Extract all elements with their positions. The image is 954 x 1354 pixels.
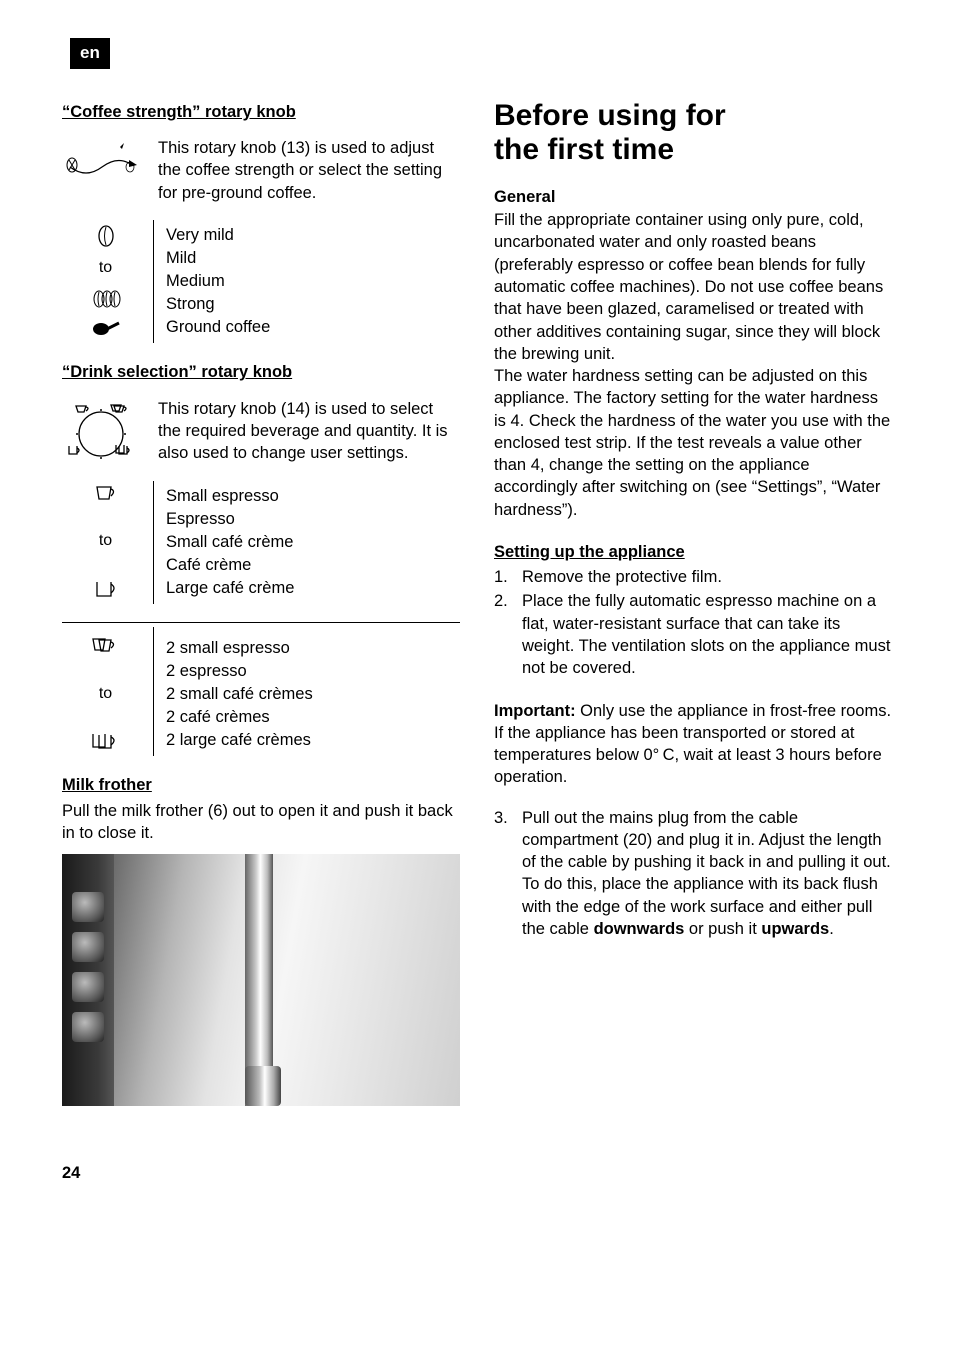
list-number: 2. xyxy=(494,590,522,679)
drink-row: Café crème xyxy=(166,554,294,577)
heading-general: General xyxy=(494,186,892,208)
bean-strong-icon xyxy=(91,287,121,311)
bean-mild-icon xyxy=(94,224,118,248)
drink-row: Large café crème xyxy=(166,577,294,600)
cups-large-icon xyxy=(91,732,121,752)
heading-coffee-strength: “Coffee strength” rotary knob xyxy=(62,101,460,123)
main-heading: Before using forthe first time xyxy=(494,99,892,168)
strength-table: to Very mild Mild Medium Strong Ground c… xyxy=(62,220,460,343)
strength-knob-icon xyxy=(62,137,140,204)
drink-row: 2 small café crèmes xyxy=(166,683,313,706)
heading-drink-selection: “Drink selection” rotary knob xyxy=(62,361,460,383)
strength-row: Medium xyxy=(166,270,270,293)
heading-milk-frother: Milk frother xyxy=(62,774,460,796)
strength-row: Ground coffee xyxy=(166,316,270,339)
right-column: Before using forthe first time General F… xyxy=(494,99,892,1106)
drink-knob-block: This rotary knob (14) is used to select … xyxy=(62,398,460,465)
drink-row: Small café crème xyxy=(166,531,294,554)
divider xyxy=(62,622,460,623)
milk-frother-image xyxy=(62,854,460,1106)
drink-knob-icon xyxy=(62,398,140,465)
drink-row: Espresso xyxy=(166,508,294,531)
heading-setup: Setting up the appliance xyxy=(494,541,892,563)
strength-row: Strong xyxy=(166,293,270,316)
left-column: “Coffee strength” rotary knob This rotar… xyxy=(62,99,460,1106)
drink2-to-label: to xyxy=(99,683,112,705)
drink-knob-desc: This rotary knob (14) is used to select … xyxy=(158,398,460,465)
list-item: 1. Remove the protective film. xyxy=(494,566,892,588)
important-label: Important: xyxy=(494,702,576,720)
list-number: 1. xyxy=(494,566,522,588)
list-text: Pull out the mains plug from the cable c… xyxy=(522,807,892,941)
page-number: 24 xyxy=(62,1164,80,1182)
scoop-icon xyxy=(91,319,121,339)
milk-frother-desc: Pull the milk frother (6) out to open it… xyxy=(62,800,460,845)
drink-row: 2 café crèmes xyxy=(166,706,313,729)
strength-row: Mild xyxy=(166,247,270,270)
strength-to-label: to xyxy=(99,257,112,279)
setup-list-cont: 3. Pull out the mains plug from the cabl… xyxy=(494,807,892,941)
drink-row: 2 espresso xyxy=(166,660,313,683)
drink-table: to Small espresso Espresso Small café cr… xyxy=(62,481,460,757)
list-number: 3. xyxy=(494,807,522,941)
general-paragraph-1: Fill the appropriate container using onl… xyxy=(494,209,892,365)
strength-knob-block: This rotary knob (13) is used to adjust … xyxy=(62,137,460,204)
strength-knob-desc: This rotary knob (13) is used to adjust … xyxy=(158,137,460,204)
strength-row: Very mild xyxy=(166,224,270,247)
list-text: Remove the protective film. xyxy=(522,566,892,588)
list-item: 3. Pull out the mains plug from the cabl… xyxy=(494,807,892,941)
cup-small-icon xyxy=(94,485,118,503)
drink-row: 2 small espresso xyxy=(166,637,313,660)
setup-list: 1. Remove the protective film. 2. Place … xyxy=(494,566,892,679)
cup-large-icon xyxy=(94,580,118,600)
list-text: Place the fully automatic espresso machi… xyxy=(522,590,892,679)
general-paragraph-2: The water hardness setting can be adjust… xyxy=(494,365,892,521)
drink-row: 2 large café crèmes xyxy=(166,729,313,752)
drink1-to-label: to xyxy=(99,530,112,552)
list-item: 2. Place the fully automatic espresso ma… xyxy=(494,590,892,679)
cups-small-icon xyxy=(91,637,121,655)
language-badge: en xyxy=(70,38,110,69)
drink-row: Small espresso xyxy=(166,485,294,508)
important-paragraph: Important: Only use the appliance in fro… xyxy=(494,700,892,789)
